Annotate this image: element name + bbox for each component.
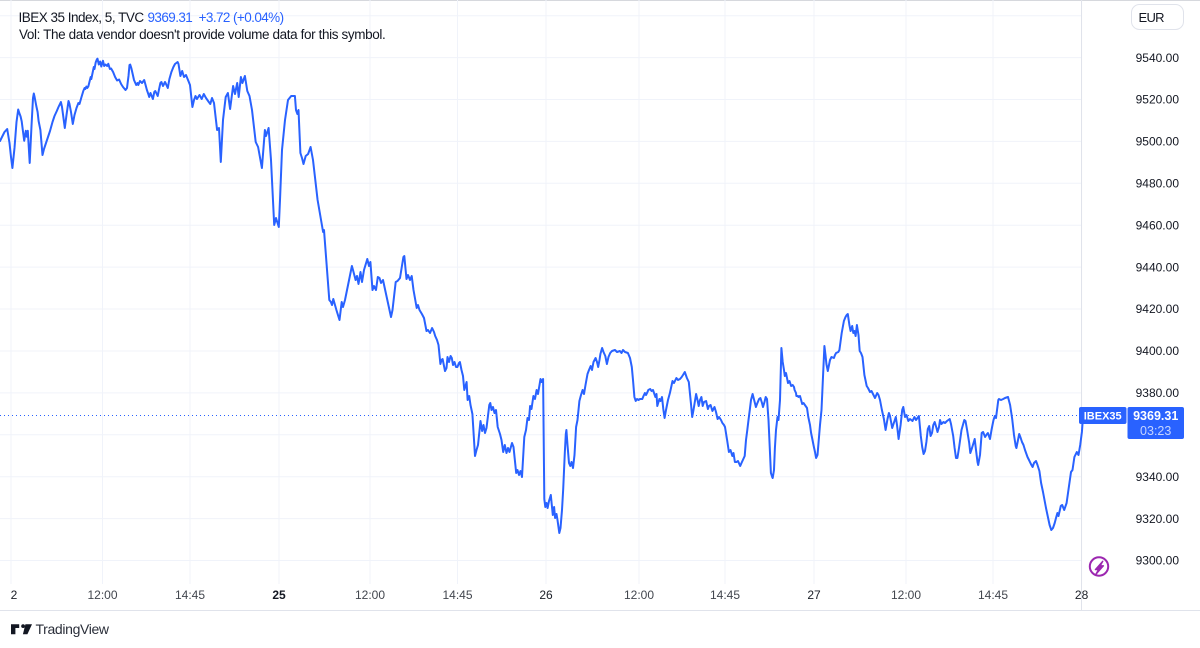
svg-text:9520.00: 9520.00 xyxy=(1136,93,1180,107)
svg-text:2: 2 xyxy=(11,588,18,602)
svg-text:9300.00: 9300.00 xyxy=(1136,554,1180,568)
svg-text:Vol: The data vendor doesn't p: Vol: The data vendor doesn't provide vol… xyxy=(19,27,385,42)
svg-text:9440.00: 9440.00 xyxy=(1136,260,1180,274)
svg-text:12:00: 12:00 xyxy=(355,588,385,602)
svg-text:9460.00: 9460.00 xyxy=(1136,218,1180,232)
svg-text:27: 27 xyxy=(807,588,821,602)
svg-text:9540.00: 9540.00 xyxy=(1136,51,1180,65)
svg-text:9420.00: 9420.00 xyxy=(1136,302,1180,316)
svg-text:14:45: 14:45 xyxy=(710,588,740,602)
svg-text:28: 28 xyxy=(1075,588,1089,602)
svg-text:9480.00: 9480.00 xyxy=(1136,177,1180,191)
svg-text:25: 25 xyxy=(272,588,286,602)
svg-text:03:23: 03:23 xyxy=(1140,424,1171,438)
svg-text:IBEX35: IBEX35 xyxy=(1084,411,1122,423)
svg-text:12:00: 12:00 xyxy=(87,588,117,602)
svg-text:9500.00: 9500.00 xyxy=(1136,135,1180,149)
svg-text:9369.31 +3.72 (+0.04%): 9369.31 +3.72 (+0.04%) xyxy=(148,10,284,25)
svg-text:12:00: 12:00 xyxy=(891,588,921,602)
svg-text:12:00: 12:00 xyxy=(624,588,654,602)
svg-text:9400.00: 9400.00 xyxy=(1136,344,1180,358)
svg-text:9369.31: 9369.31 xyxy=(1133,409,1178,423)
svg-text:IBEX 35 Index, 5, TVC: IBEX 35 Index, 5, TVC xyxy=(19,10,145,25)
svg-text:14:45: 14:45 xyxy=(175,588,205,602)
svg-text:9320.00: 9320.00 xyxy=(1136,512,1180,526)
svg-text:9340.00: 9340.00 xyxy=(1136,470,1180,484)
svg-text:26: 26 xyxy=(539,588,553,602)
svg-text:TradingView: TradingView xyxy=(36,621,110,637)
svg-text:9380.00: 9380.00 xyxy=(1136,386,1180,400)
svg-text:14:45: 14:45 xyxy=(978,588,1008,602)
svg-text:EUR: EUR xyxy=(1139,10,1165,25)
svg-text:14:45: 14:45 xyxy=(442,588,472,602)
